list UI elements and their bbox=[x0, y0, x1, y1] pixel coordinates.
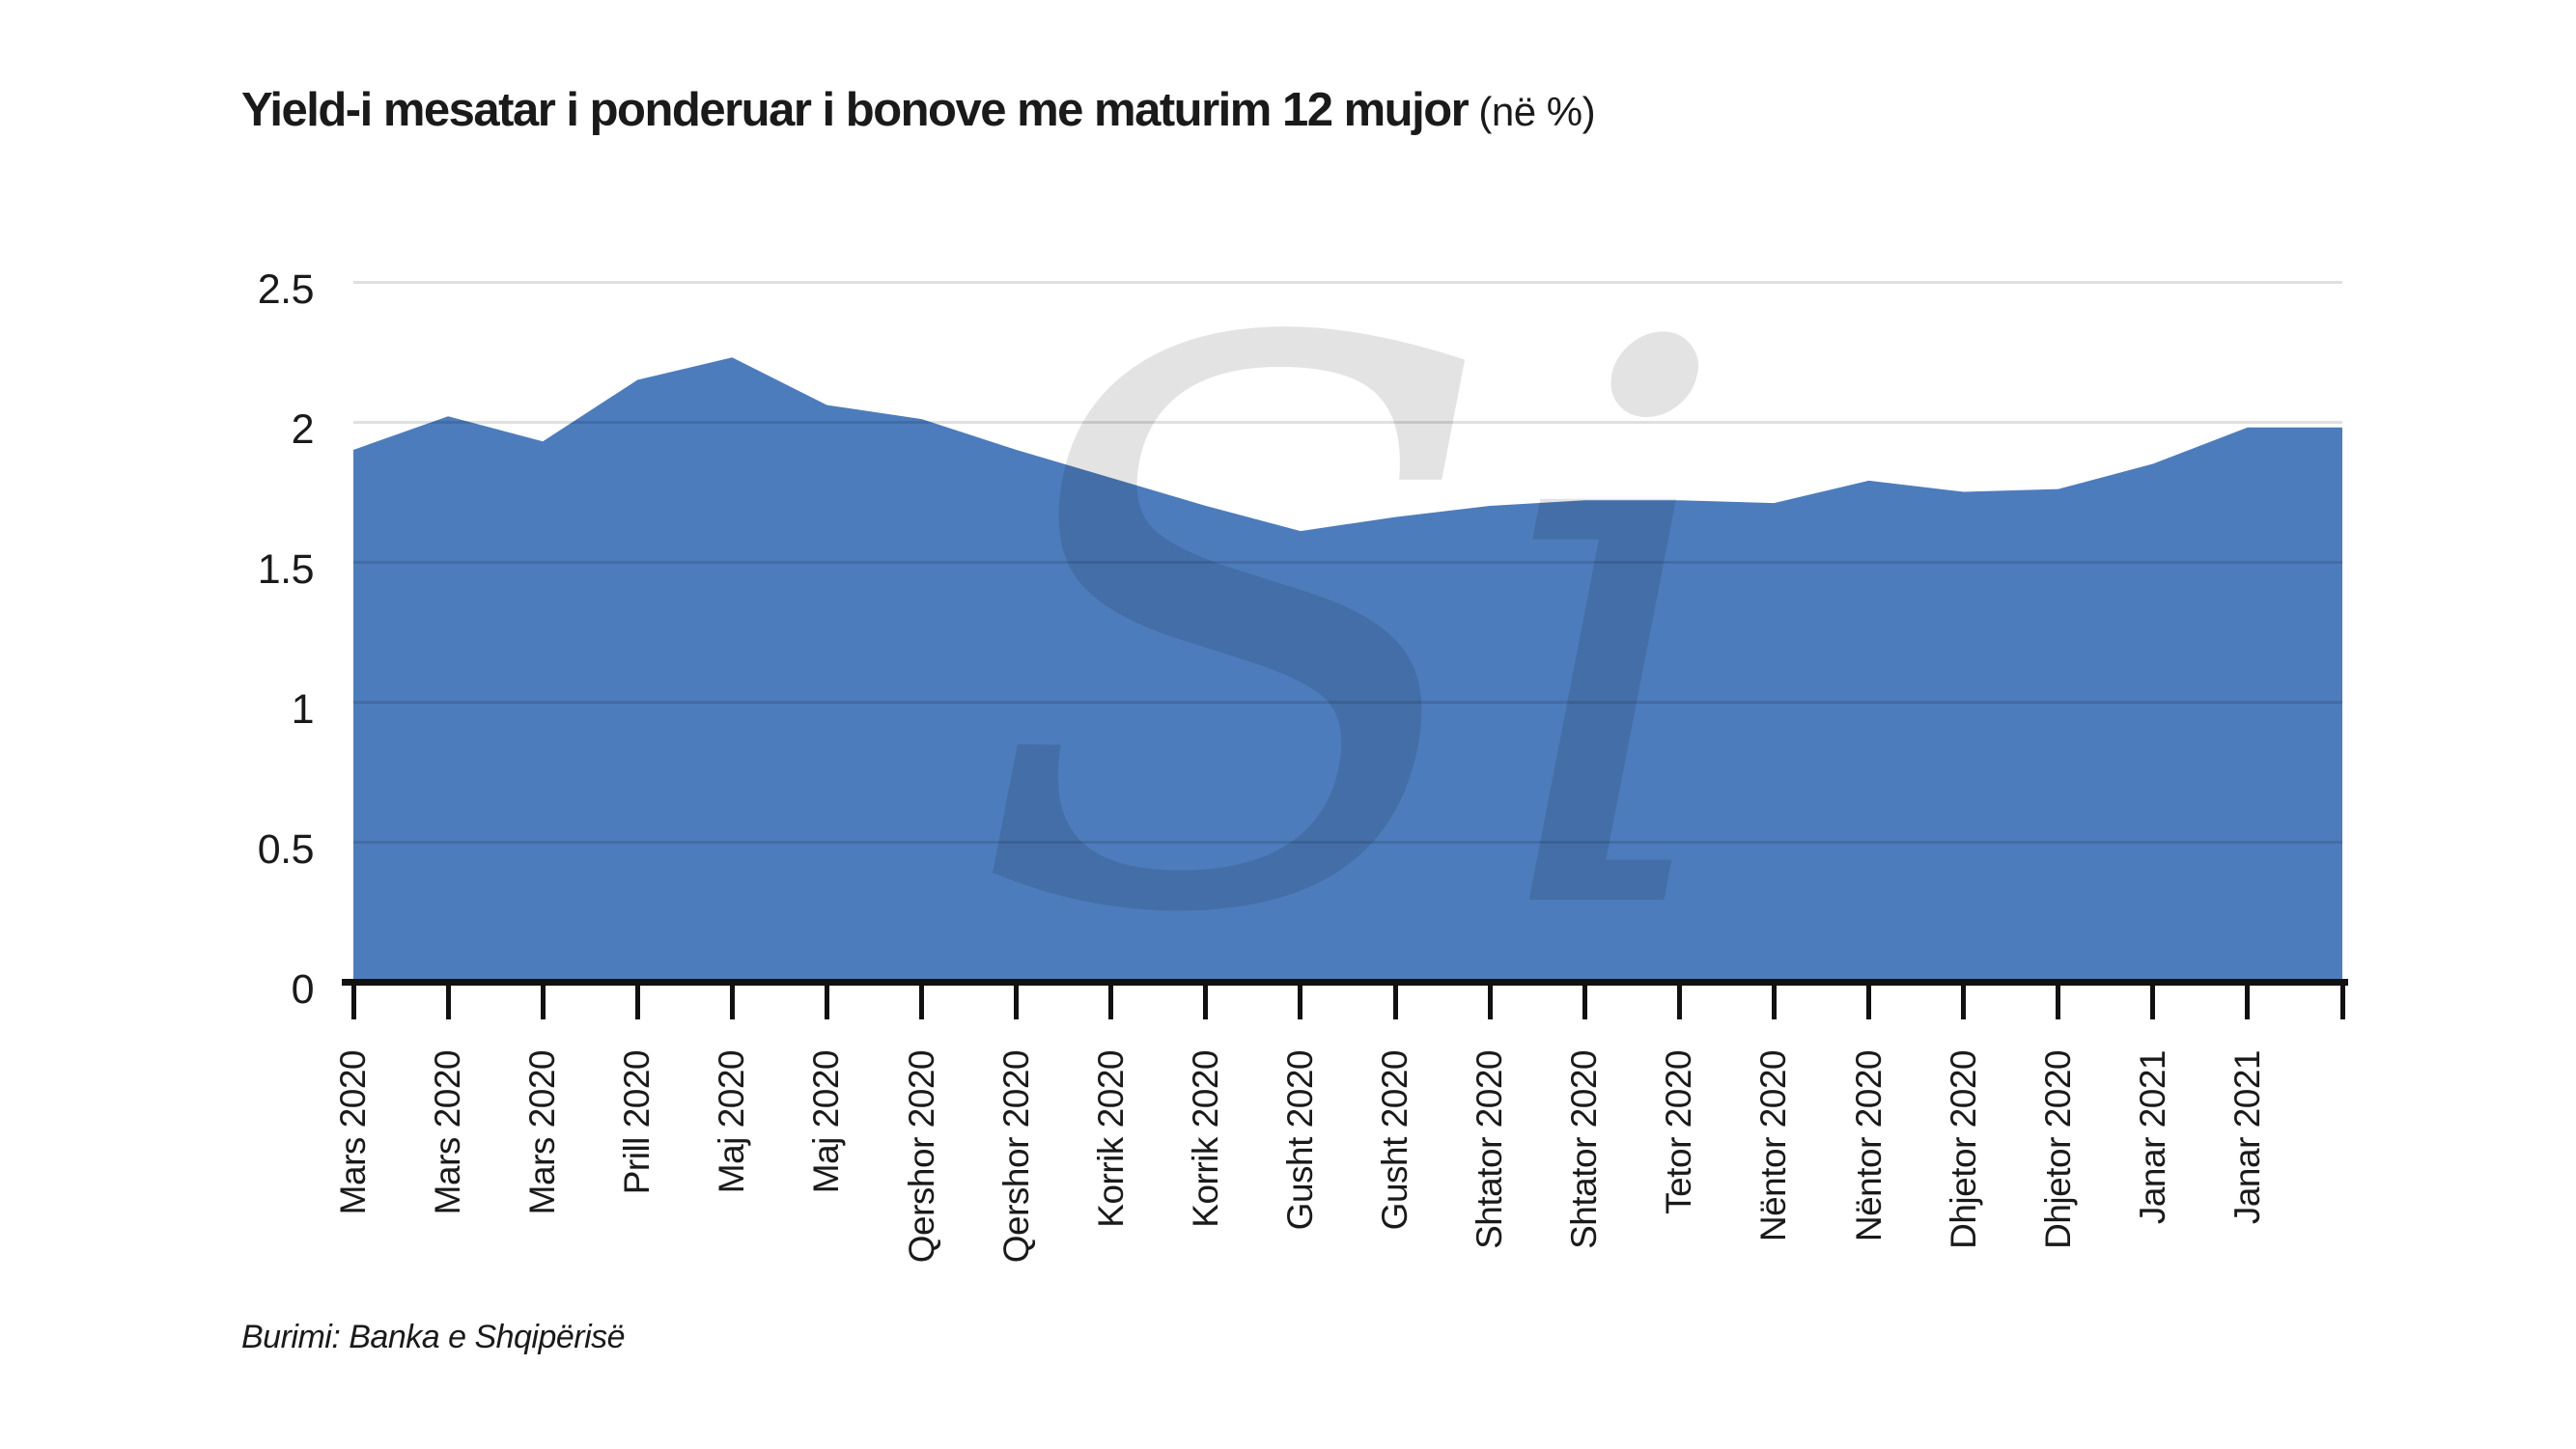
x-tick-label-10: Gusht 2020 bbox=[1279, 1050, 1320, 1231]
x-tick-7 bbox=[1014, 986, 1020, 1019]
x-tick-label-8: Korrik 2020 bbox=[1090, 1050, 1131, 1228]
source-note: Burimi: Banka e Shqipërisë bbox=[241, 1319, 626, 1355]
x-tick-10 bbox=[1298, 986, 1303, 1019]
x-tick-label-18: Dhjetor 2020 bbox=[2037, 1050, 2078, 1249]
x-tick-3 bbox=[634, 986, 640, 1019]
y-tick-label-1: 1 bbox=[291, 686, 315, 733]
x-tick-label-16: Nëntor 2020 bbox=[1848, 1050, 1889, 1242]
x-tick-label-20: Janar 2021 bbox=[2226, 1050, 2267, 1225]
x-tick-label-4: Maj 2020 bbox=[712, 1050, 752, 1194]
x-tick-label-17: Dhjetor 2020 bbox=[1943, 1050, 1983, 1249]
x-tick-12 bbox=[1487, 986, 1493, 1019]
x-tick-13 bbox=[1582, 986, 1587, 1019]
x-tick-16 bbox=[1866, 986, 1872, 1019]
x-tick-label-6: Qershor 2020 bbox=[901, 1050, 941, 1264]
chart-title: Yield-i mesatar i ponderuar i bonove me … bbox=[241, 83, 1596, 137]
x-tick-20 bbox=[2245, 986, 2251, 1019]
x-tick-label-14: Tetor 2020 bbox=[1659, 1050, 1699, 1214]
x-tick-label-7: Qershor 2020 bbox=[995, 1050, 1036, 1264]
y-tick-label-1.5: 1.5 bbox=[257, 546, 315, 593]
x-axis-line bbox=[342, 979, 2348, 986]
x-tick-19 bbox=[2150, 986, 2156, 1019]
y-tick-label-0.5: 0.5 bbox=[257, 826, 315, 873]
x-tick-label-19: Janar 2021 bbox=[2132, 1050, 2172, 1225]
x-tick-18 bbox=[2056, 986, 2061, 1019]
x-tick-14 bbox=[1676, 986, 1682, 1019]
x-tick-8 bbox=[1108, 986, 1114, 1019]
chart-title-main: Yield-i mesatar i ponderuar i bonove me … bbox=[241, 84, 1470, 136]
x-tick-1 bbox=[445, 986, 451, 1019]
y-tick-label-2.5: 2.5 bbox=[257, 266, 315, 313]
chart-title-unit: (në %) bbox=[1468, 89, 1596, 134]
x-tick-2 bbox=[540, 986, 546, 1019]
x-tick-label-13: Shtator 2020 bbox=[1564, 1050, 1605, 1249]
x-tick-label-12: Shtator 2020 bbox=[1470, 1050, 1510, 1249]
y-tick-label-0: 0 bbox=[291, 966, 315, 1013]
x-tick-4 bbox=[729, 986, 735, 1019]
x-tick-label-2: Mars 2020 bbox=[522, 1050, 563, 1215]
x-tick-11 bbox=[1392, 986, 1398, 1019]
area-series bbox=[353, 357, 2342, 982]
x-tick-label-5: Maj 2020 bbox=[806, 1050, 847, 1194]
x-tick-label-3: Prill 2020 bbox=[617, 1050, 658, 1195]
x-tick-end bbox=[2339, 986, 2345, 1019]
x-tick-0 bbox=[350, 986, 356, 1019]
x-tick-17 bbox=[1961, 986, 1967, 1019]
x-tick-label-15: Nëntor 2020 bbox=[1753, 1050, 1794, 1242]
y-tick-label-2: 2 bbox=[291, 406, 315, 453]
x-tick-label-9: Korrik 2020 bbox=[1185, 1050, 1225, 1228]
x-tick-15 bbox=[1771, 986, 1777, 1019]
x-tick-label-0: Mars 2020 bbox=[333, 1050, 373, 1215]
x-tick-label-11: Gusht 2020 bbox=[1375, 1050, 1415, 1231]
area-polygon bbox=[353, 357, 2342, 982]
x-tick-9 bbox=[1203, 986, 1209, 1019]
x-tick-5 bbox=[824, 986, 829, 1019]
x-tick-label-1: Mars 2020 bbox=[428, 1050, 468, 1215]
x-tick-6 bbox=[919, 986, 925, 1019]
